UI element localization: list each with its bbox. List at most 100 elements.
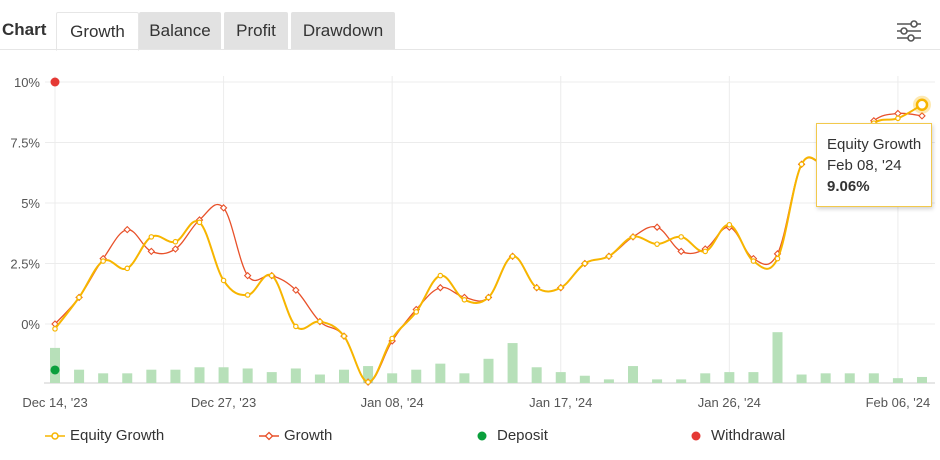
volume-bar <box>98 373 109 383</box>
volume-bar <box>266 372 277 383</box>
chart-tooltip: Equity Growth Feb 08, '24 9.06% <box>816 123 932 207</box>
legend-label-growth: Growth <box>284 427 333 444</box>
y-tick-label: 0% <box>21 317 40 332</box>
growth-point <box>677 247 685 256</box>
growth-point <box>219 204 228 212</box>
volume-bar <box>748 372 759 383</box>
growth-point <box>918 112 926 120</box>
dot-icon <box>691 431 701 441</box>
line-diamond-icon <box>259 431 279 441</box>
volume-bar <box>483 358 494 383</box>
legend-item-withdrawal[interactable]: Withdrawal <box>688 424 788 448</box>
withdrawal-marker <box>50 77 60 87</box>
volume-bar <box>290 368 301 383</box>
equity-growth-point <box>244 292 251 298</box>
growth-point <box>123 225 132 234</box>
growth-point <box>171 245 180 253</box>
volume-bar <box>868 373 879 383</box>
growth-point <box>147 247 156 256</box>
equity-growth-point <box>341 333 347 339</box>
y-tick-label: 7.5% <box>10 136 40 151</box>
volume-bar <box>314 374 325 383</box>
tab-drawdown[interactable]: Drawdown <box>291 12 395 50</box>
legend-item-deposit[interactable]: Deposit <box>474 424 554 448</box>
growth-point <box>292 286 300 294</box>
x-tick-label: Dec 14, '23 <box>22 395 87 410</box>
volume-bar <box>74 369 85 383</box>
equity-growth-point <box>798 161 805 168</box>
growth-point <box>436 283 445 292</box>
chart-heading: Chart <box>2 20 47 39</box>
equity-growth-point <box>582 260 588 267</box>
volume-bar <box>387 373 398 383</box>
equity-growth-point <box>437 272 444 279</box>
volume-bar <box>820 373 831 383</box>
volume-bar <box>435 363 446 383</box>
volume-bar <box>628 366 638 383</box>
volume-bar <box>772 332 783 383</box>
volume-bar <box>555 372 566 383</box>
volume-bar <box>796 374 807 383</box>
volume-bar <box>531 367 542 383</box>
x-tick-label: Feb 06, '24 <box>866 395 931 410</box>
chart-settings-button[interactable] <box>894 16 924 46</box>
equity-growth-point <box>702 248 709 255</box>
volume-bar <box>363 366 374 383</box>
equity-growth-point <box>509 253 516 260</box>
equity-growth-point <box>365 379 371 385</box>
equity-growth-point <box>774 255 781 262</box>
tooltip-date: Feb 08, '24 <box>827 157 902 174</box>
volume-bar <box>218 367 229 383</box>
chart-tab-bar: Chart Growth Balance Profit Drawdown <box>0 0 940 51</box>
equity-growth-point <box>606 253 612 260</box>
volume-bar <box>339 369 349 383</box>
volume-bar <box>122 373 133 383</box>
volume-bar <box>170 369 181 383</box>
volume-bar <box>892 378 903 383</box>
volume-bar <box>411 369 422 383</box>
volume-bar <box>194 367 205 383</box>
volume-bar <box>603 379 614 383</box>
equity-growth-point <box>413 309 420 315</box>
y-tick-label: 2.5% <box>10 257 40 272</box>
tab-growth[interactable]: Growth <box>56 12 139 51</box>
line-circle-icon <box>45 432 65 440</box>
tab-profit[interactable]: Profit <box>224 12 288 50</box>
equity-growth-point <box>220 277 227 284</box>
equity-growth-point <box>461 297 468 303</box>
volume-bar <box>459 373 470 383</box>
equity-growth-point <box>172 238 179 245</box>
volume-bar <box>579 375 590 383</box>
equity-growth-point <box>268 272 275 279</box>
equity-growth-point <box>485 294 492 301</box>
equity-growth-line <box>54 103 923 384</box>
equity-growth-point <box>895 115 901 122</box>
x-tick-label: Dec 27, '23 <box>191 395 256 410</box>
x-tick-label: Jan 26, '24 <box>698 395 761 410</box>
growth-point <box>243 271 252 280</box>
volume-bar <box>507 343 518 383</box>
equity-growth-point <box>317 318 323 325</box>
growth-chart: 10% 7.5% 5% 2.5% 0% Dec 14, '23 Dec 27, '23 Jan… <box>10 75 935 410</box>
equity-growth-point <box>630 234 636 240</box>
volume-bar <box>844 373 855 383</box>
tab-balance[interactable]: Balance <box>139 12 221 50</box>
equity-growth-point <box>148 234 155 240</box>
equity-growth-point <box>654 241 660 247</box>
tooltip-series: Equity Growth <box>827 136 922 153</box>
legend-label-deposit: Deposit <box>497 427 548 444</box>
y-tick-label: 10% <box>14 75 40 90</box>
equity-growth-point <box>726 221 733 228</box>
equity-growth-point <box>750 258 757 264</box>
legend-item-equity-growth[interactable]: Equity Growth <box>44 424 174 448</box>
sliders-icon <box>897 20 921 42</box>
equity-growth-point <box>52 326 58 332</box>
legend-label-equity-growth: Equity Growth <box>70 427 165 444</box>
legend-item-growth[interactable]: Growth <box>258 424 348 448</box>
x-tick-label: Jan 08, '24 <box>361 395 424 410</box>
x-tick-label: Jan 17, '24 <box>529 395 592 410</box>
deposit-marker <box>50 365 60 375</box>
hover-point <box>915 98 929 111</box>
equity-growth-point <box>124 265 131 272</box>
volume-bar <box>676 379 687 383</box>
